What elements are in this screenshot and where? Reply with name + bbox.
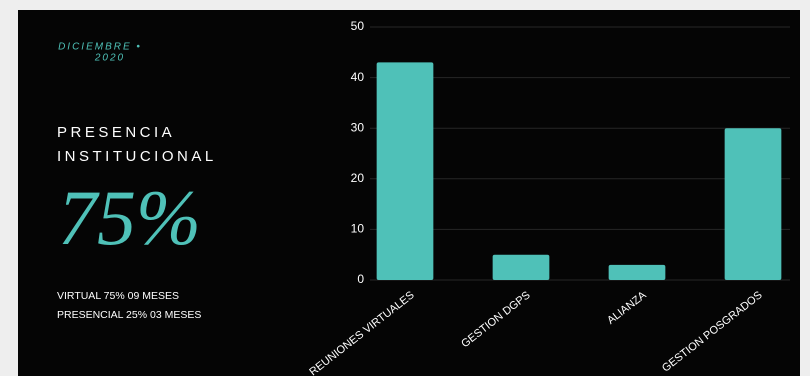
detail-line: VIRTUAL 75% 09 MESES [57, 290, 179, 302]
heading: INSTITUCIONAL [57, 148, 217, 165]
bar [376, 62, 434, 280]
y-tick-label: 20 [351, 171, 365, 185]
bar [724, 128, 782, 280]
y-tick-label: 40 [351, 70, 365, 84]
bar [492, 254, 550, 280]
detail-line: PRESENCIAL 25% 03 MESES [57, 309, 201, 321]
date-month: DICIEMBRE • [58, 42, 142, 53]
big-value: 75% [58, 174, 201, 261]
y-tick-label: 0 [357, 272, 364, 286]
y-tick-label: 10 [351, 222, 365, 236]
bar [608, 264, 666, 280]
y-tick-label: 50 [351, 19, 365, 33]
y-tick-label: 30 [351, 120, 365, 134]
heading: PRESENCIA [57, 124, 175, 141]
date-year: 2020 [94, 53, 125, 64]
